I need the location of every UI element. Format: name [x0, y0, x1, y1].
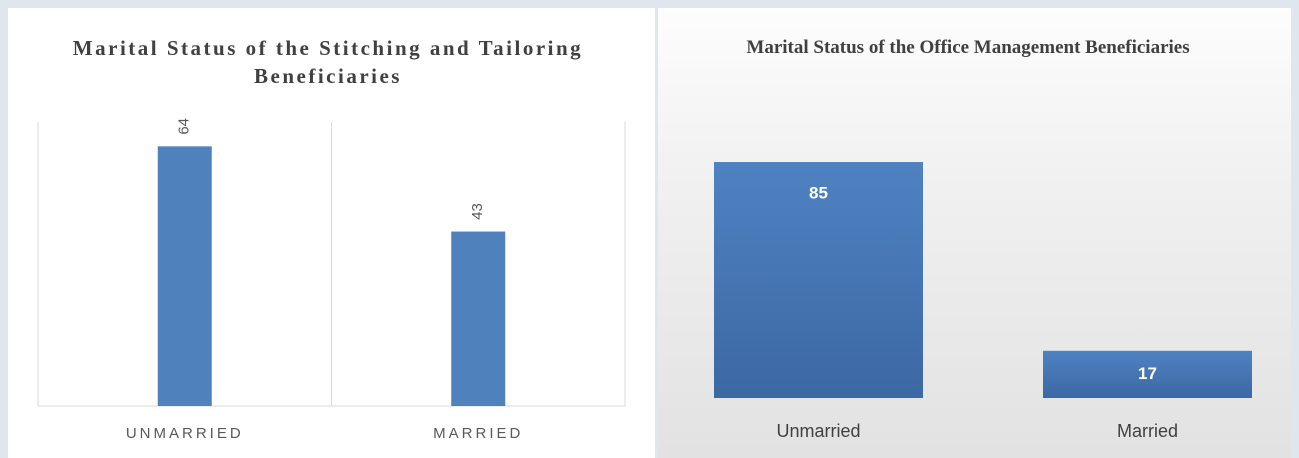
- bar: [451, 231, 506, 406]
- chart-panel: Marital Status of the Office Management …: [658, 8, 1291, 458]
- chart-panel: Marital Status of the Stitching and Tail…: [8, 8, 655, 458]
- x-tick-label: UNMARRIED: [126, 425, 244, 442]
- chart-title: Marital Status of the Office Management …: [746, 37, 1190, 58]
- x-tick-label: Married: [1117, 421, 1178, 441]
- x-tick-label: Unmarried: [776, 421, 860, 441]
- chart: 64 UNMARRIED 43 MARRIED: [37, 118, 626, 442]
- data-label: 85: [809, 184, 828, 203]
- bar: [157, 146, 212, 407]
- bar: [714, 162, 923, 398]
- x-tick-label: MARRIED: [433, 425, 523, 442]
- data-label: 43: [469, 203, 486, 220]
- bar: [1043, 350, 1252, 398]
- chart-title: Marital Status of the Stitching and Tail…: [72, 36, 584, 88]
- data-label: 64: [176, 118, 193, 135]
- chart: 85 Unmarried 17 Married: [714, 162, 1252, 441]
- data-label: 17: [1138, 364, 1157, 383]
